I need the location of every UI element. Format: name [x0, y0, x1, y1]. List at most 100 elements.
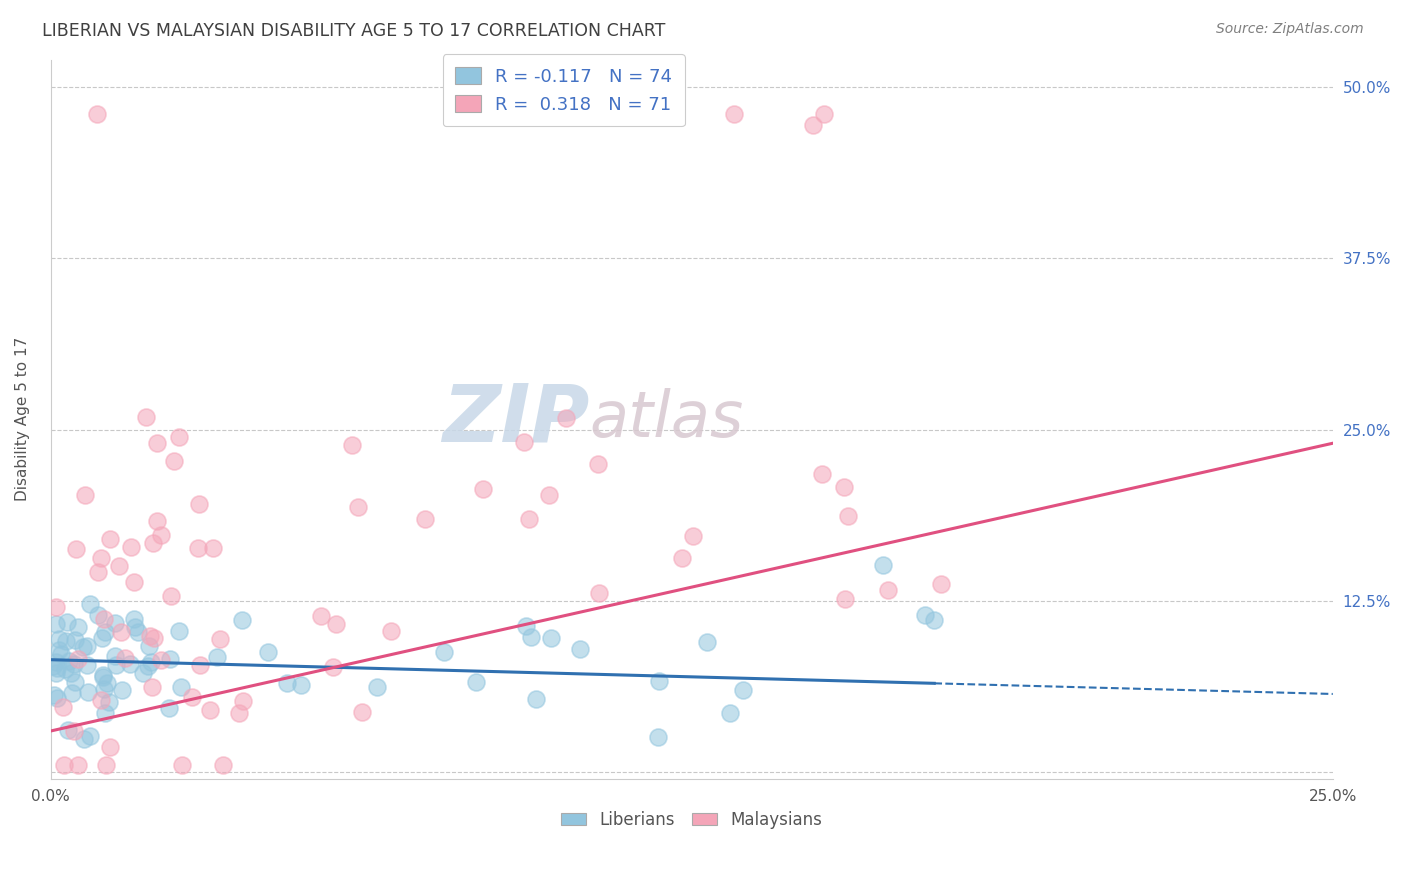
Point [190, 657, 212, 672]
Point [257, 645, 280, 659]
Point [671, 551, 693, 566]
Point [232, 694, 254, 708]
Point [91, 670, 114, 684]
Point [163, 454, 186, 468]
Point [96, 676, 118, 690]
Point [42, 688, 65, 702]
Point [202, 541, 225, 556]
Point [76, 684, 98, 698]
Point [63, 723, 86, 738]
Point [94, 758, 117, 772]
Point [91, 668, 114, 682]
Point [586, 457, 609, 471]
Point [90, 551, 112, 566]
Point [914, 608, 936, 623]
Point [366, 680, 388, 694]
Point [86, 107, 108, 121]
Point [205, 650, 228, 665]
Y-axis label: Disability Age 5 to 17: Disability Age 5 to 17 [15, 337, 30, 501]
Point [65, 541, 87, 556]
Point [63, 674, 86, 689]
Point [380, 624, 402, 638]
Point [813, 107, 835, 121]
Point [347, 500, 370, 514]
Point [647, 730, 669, 744]
Point [72, 731, 94, 746]
Point [76, 657, 98, 672]
Point [520, 631, 543, 645]
Point [42, 659, 65, 673]
Text: ZIP: ZIP [441, 380, 589, 458]
Point [103, 649, 125, 664]
Point [58, 654, 80, 668]
Point [352, 705, 374, 719]
Point [146, 436, 169, 450]
Point [187, 497, 209, 511]
Point [48, 632, 70, 647]
Point [60, 666, 83, 681]
Point [143, 631, 166, 645]
Point [67, 758, 90, 772]
Point [56, 723, 79, 737]
Point [929, 577, 952, 591]
Point [517, 512, 540, 526]
Text: Source: ZipAtlas.com: Source: ZipAtlas.com [1216, 22, 1364, 37]
Point [209, 632, 232, 647]
Point [150, 653, 173, 667]
Point [540, 632, 562, 646]
Point [471, 482, 494, 496]
Point [127, 624, 149, 639]
Point [90, 693, 112, 707]
Point [555, 411, 578, 425]
Point [513, 435, 536, 450]
Point [718, 706, 741, 720]
Point [45, 655, 67, 669]
Point [65, 633, 87, 648]
Point [45, 617, 67, 632]
Point [45, 665, 67, 680]
Point [122, 612, 145, 626]
Point [159, 589, 181, 603]
Point [696, 634, 718, 648]
Point [75, 488, 97, 502]
Point [142, 536, 165, 550]
Legend: Liberians, Malaysians: Liberians, Malaysians [555, 804, 828, 835]
Point [170, 680, 193, 694]
Text: atlas: atlas [589, 388, 744, 450]
Point [276, 676, 298, 690]
Point [834, 480, 856, 494]
Point [181, 690, 204, 705]
Point [141, 681, 163, 695]
Point [97, 695, 120, 709]
Point [157, 700, 180, 714]
Point [67, 652, 90, 666]
Point [124, 620, 146, 634]
Point [72, 640, 94, 654]
Point [537, 488, 560, 502]
Point [90, 632, 112, 646]
Point [98, 532, 121, 546]
Point [55, 615, 77, 629]
Point [122, 574, 145, 589]
Point [187, 541, 209, 555]
Point [76, 640, 98, 654]
Point [415, 512, 437, 526]
Point [52, 700, 75, 714]
Point [167, 624, 190, 639]
Point [801, 118, 824, 132]
Point [231, 613, 253, 627]
Point [515, 619, 537, 633]
Point [79, 597, 101, 611]
Point [290, 678, 312, 692]
Point [55, 633, 77, 648]
Point [198, 703, 221, 717]
Point [98, 740, 121, 755]
Point [877, 583, 900, 598]
Point [66, 619, 89, 633]
Point [451, 107, 474, 121]
Point [110, 624, 132, 639]
Point [45, 690, 67, 705]
Point [93, 682, 115, 697]
Point [524, 691, 547, 706]
Point [811, 467, 834, 481]
